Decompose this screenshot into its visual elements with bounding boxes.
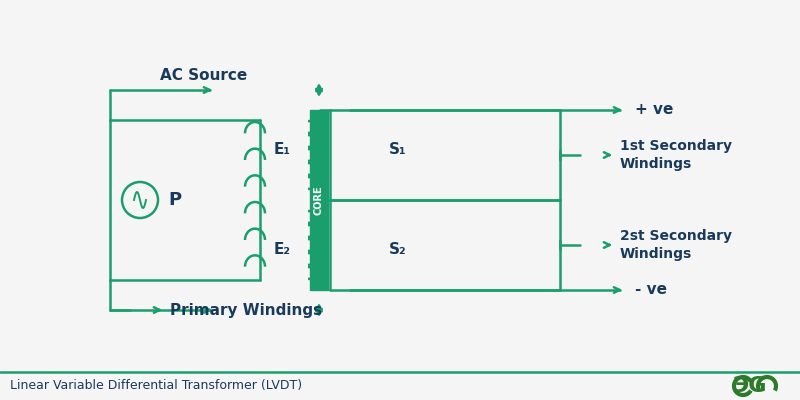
- Text: S₂: S₂: [389, 242, 407, 258]
- Text: Linear Variable Differential Transformer (LVDT): Linear Variable Differential Transformer…: [10, 380, 302, 392]
- Text: E₁: E₁: [274, 142, 290, 158]
- Text: 1st Secondary
Windings: 1st Secondary Windings: [620, 139, 732, 171]
- Text: CORE: CORE: [314, 185, 324, 215]
- Text: ЭG: ЭG: [733, 376, 767, 396]
- Text: Primary Windings: Primary Windings: [170, 302, 322, 318]
- Text: 2st Secondary
Windings: 2st Secondary Windings: [620, 229, 732, 261]
- Bar: [310, 110, 328, 290]
- Text: AC Source: AC Source: [160, 68, 247, 82]
- Text: S₁: S₁: [389, 142, 407, 158]
- Text: P: P: [169, 191, 182, 209]
- Text: E₂: E₂: [274, 242, 290, 258]
- Text: - ve: - ve: [635, 282, 667, 298]
- Text: + ve: + ve: [635, 102, 674, 118]
